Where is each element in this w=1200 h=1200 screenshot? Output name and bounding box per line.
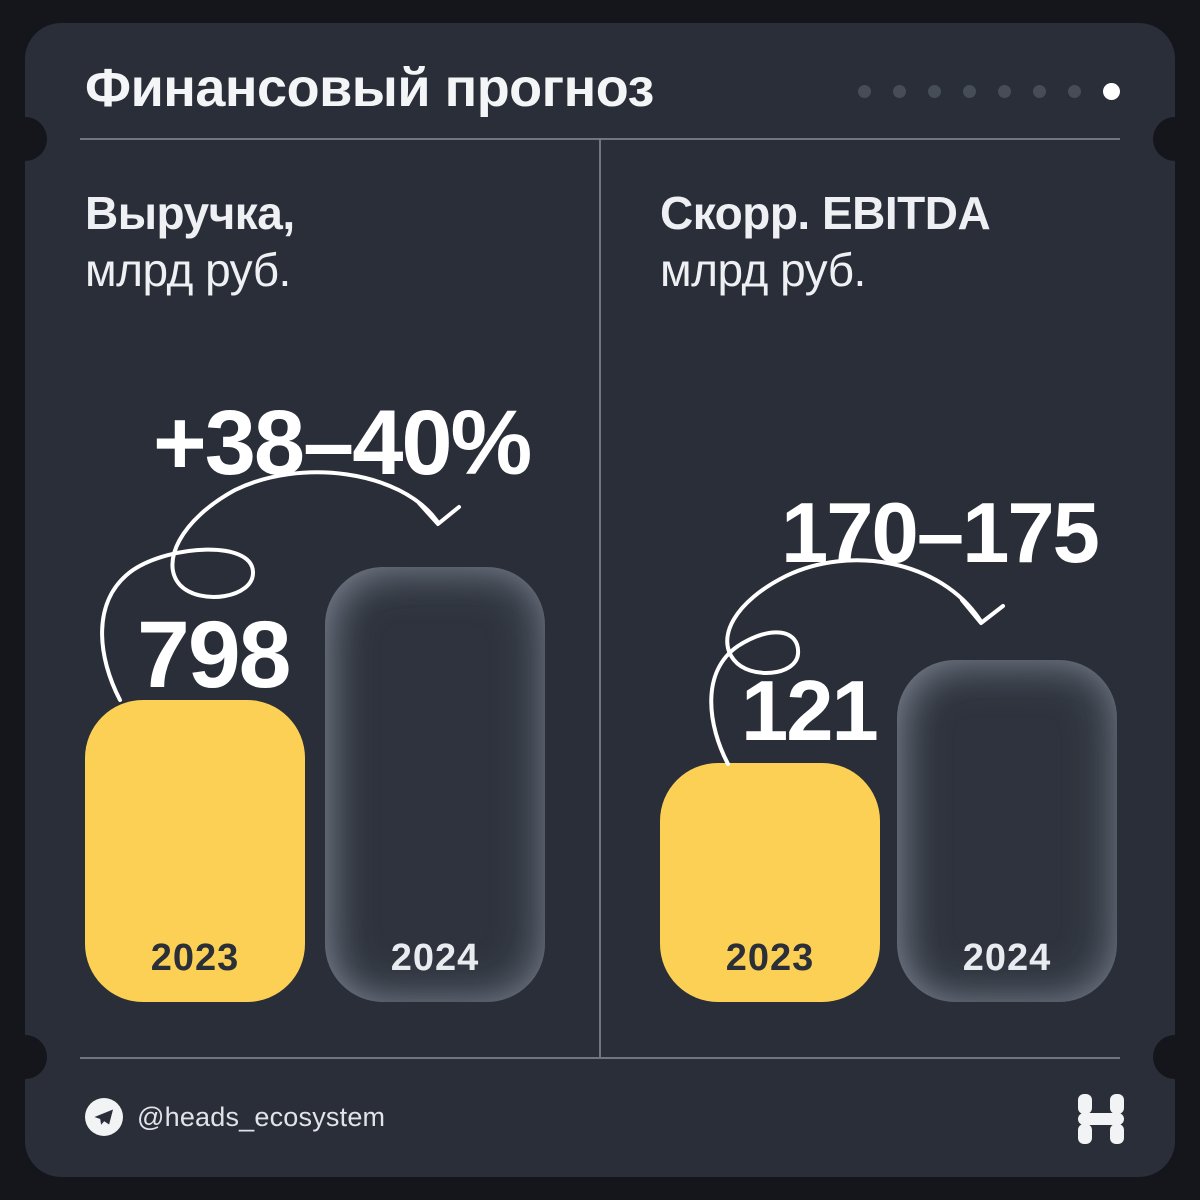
pagination-dot	[998, 84, 1011, 98]
bar-year-label: 2024	[962, 937, 1052, 979]
revenue-2023-value: 798	[137, 602, 292, 708]
page-title: Финансовый прогноз	[85, 58, 654, 118]
ebitda-forecast-annotation: 170–175	[781, 486, 1100, 581]
revenue-bar-2023: 2023	[85, 700, 305, 1002]
bar-year-label: 2023	[150, 937, 240, 979]
pagination-dot	[1068, 84, 1081, 98]
revenue-title-line: Выручка,	[85, 187, 295, 239]
ebitda-bar-2024: 2024	[897, 660, 1117, 1002]
card-notch	[1153, 117, 1197, 161]
center-divider-line	[599, 139, 601, 1057]
footer-divider-line	[80, 1057, 1120, 1059]
revenue-chart-title: Выручка, млрд руб.	[85, 185, 295, 299]
ebitda-title-line: Скорр. EBITDA	[660, 187, 991, 239]
revenue-title-units: млрд руб.	[85, 244, 291, 297]
bar-year-label: 2024	[390, 937, 480, 979]
pagination-dot	[963, 84, 976, 98]
ebitda-title-units: млрд руб.	[660, 244, 866, 297]
telegram-handle: @heads_ecosystem	[137, 1101, 386, 1132]
card-notch	[3, 1035, 47, 1079]
pagination-dot	[928, 84, 941, 98]
bar-year-label: 2023	[725, 937, 815, 979]
pagination-dot	[858, 84, 871, 98]
card-notch	[1153, 1035, 1197, 1079]
pagination-dot-active	[1103, 82, 1120, 100]
card-notch	[3, 117, 47, 161]
telegram-icon	[85, 1098, 123, 1136]
ebitda-2023-value: 121	[741, 664, 879, 759]
slide-card: Финансовый прогноз Выручка, млрд руб. +3…	[3, 23, 1197, 1177]
revenue-growth-annotation: +38–40%	[153, 392, 532, 494]
ebitda-chart-title: Скорр. EBITDA млрд руб.	[660, 185, 991, 299]
pagination-dots	[858, 75, 1120, 107]
telegram-channel: @heads_ecosystem	[85, 1098, 385, 1136]
ebitda-arrow-head	[960, 598, 1005, 625]
heads-logo-icon	[1078, 1094, 1124, 1144]
revenue-arrow-head	[417, 501, 461, 526]
pagination-dot	[893, 84, 906, 98]
revenue-bar-2024: 2024	[325, 567, 545, 1002]
pagination-dot	[1033, 84, 1046, 98]
ebitda-bar-2023: 2023	[660, 763, 880, 1002]
